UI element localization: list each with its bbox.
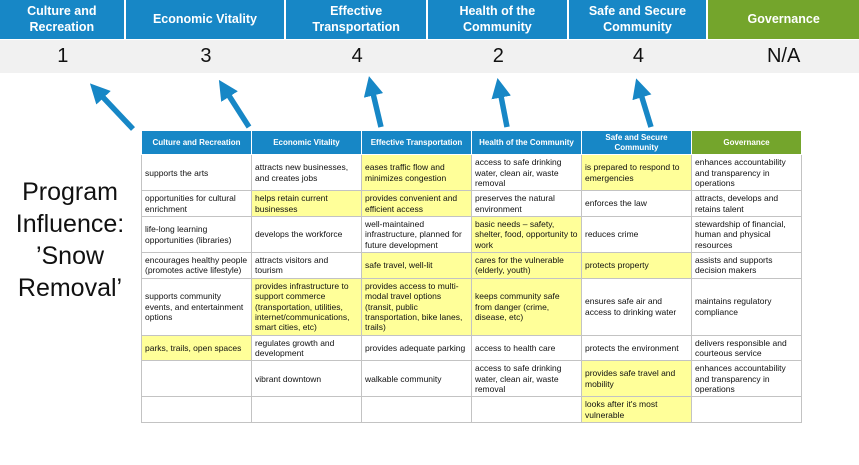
- matrix-header-safe-and-secure-community: Safe and Secure Community: [581, 129, 692, 156]
- matrix-cell: delivers responsible and courteous servi…: [691, 334, 802, 362]
- matrix-cell: supports the arts: [141, 154, 252, 192]
- up-arrow-icon: [218, 79, 252, 129]
- matrix-cell-highlighted: protects property: [581, 252, 692, 279]
- matrix-cell: access to safe drinking water, clean air…: [471, 360, 582, 398]
- table-row: supports community events, and entertain…: [141, 277, 802, 336]
- influence-arrows-layer: [89, 76, 654, 131]
- matrix-cell: assists and supports decision makers: [691, 252, 802, 279]
- up-arrow-icon: [632, 78, 654, 128]
- matrix-cell-highlighted: provides access to multi-modal travel op…: [361, 277, 472, 336]
- matrix-cell: develops the workforce: [251, 215, 362, 254]
- table-row: encourages healthy people (promotes acti…: [141, 252, 802, 279]
- score-health-of-the-community: 2: [492, 45, 504, 67]
- matrix-cell: preserves the natural environment: [471, 190, 582, 217]
- matrix-header-economic-vitality: Economic Vitality: [251, 129, 362, 156]
- matrix-cell: provides adequate parking: [361, 334, 472, 362]
- matrix-header-effective-transportation: Effective Transportation: [361, 129, 472, 156]
- table-row: parks, trails, open spaces regulates grow…: [141, 334, 802, 362]
- matrix-cell: maintains regulatory compliance: [691, 277, 802, 336]
- matrix-cell: [141, 360, 252, 398]
- matrix-cell-highlighted: provides convenient and efficient access: [361, 190, 472, 217]
- priority-header-health-of-the-community: Health of the Community: [427, 0, 569, 39]
- matrix-cell-highlighted: keeps community safe from danger (crime,…: [471, 277, 582, 336]
- table-row: vibrant downtown walkable community access…: [141, 360, 802, 398]
- matrix-cell-highlighted: looks after it's most vulnerable: [581, 396, 692, 424]
- matrix-body: supports the arts attracts new businesses…: [141, 154, 802, 424]
- matrix-cell: attracts, develops and retains talent: [691, 190, 802, 217]
- matrix-cell-highlighted: basic needs – safety, shelter, food, opp…: [471, 215, 582, 254]
- priority-header-culture-and-recreation: Culture and Recreation: [0, 0, 126, 39]
- influence-table: Culture and Recreation Economic Vitality E…: [141, 129, 802, 424]
- priority-header-economic-vitality: Economic Vitality: [125, 0, 287, 39]
- matrix-header-row: Culture and Recreation Economic Vitality E…: [141, 129, 802, 156]
- matrix-cell: supports community events, and entertain…: [141, 277, 252, 336]
- matrix-cell: [251, 396, 362, 424]
- matrix-cell: protects the environment: [581, 334, 692, 362]
- score-governance: N/A: [766, 45, 801, 67]
- table-row: supports the arts attracts new businesses…: [141, 154, 802, 192]
- priority-header-row: Culture and Recreation Economic Vitality…: [0, 0, 859, 39]
- matrix-cell: enforces the law: [581, 190, 692, 217]
- matrix-cell-highlighted: provides infrastructure to support comme…: [251, 277, 362, 336]
- program-title: Program Influence: ’Snow Removal’: [15, 178, 125, 302]
- matrix-header-culture-and-recreation: Culture and Recreation: [141, 129, 252, 156]
- matrix-cell: life-long learning opportunities (librar…: [141, 215, 252, 254]
- matrix-cell: walkable community: [361, 360, 472, 398]
- matrix-cell: [361, 396, 472, 424]
- score-row: 1 3 4 2 4 N/A: [0, 40, 859, 73]
- matrix-cell-highlighted: parks, trails, open spaces: [141, 334, 252, 362]
- matrix-cell: [691, 396, 802, 424]
- matrix-cell-highlighted: safe travel, well-lit: [361, 252, 472, 279]
- table-row: looks after it's most vulnerable: [141, 396, 802, 424]
- matrix-cell-highlighted: helps retain current businesses: [251, 190, 362, 217]
- matrix-cell: access to safe drinking water, clean air…: [471, 154, 582, 192]
- matrix-header-governance: Governance: [691, 129, 802, 156]
- matrix-head: Culture and Recreation Economic Vitality E…: [141, 129, 802, 156]
- matrix-cell: encourages healthy people (promotes acti…: [141, 252, 252, 279]
- priority-header-governance: Governance: [708, 0, 859, 39]
- matrix-cell: opportunities for cultural enrichment: [141, 190, 252, 217]
- priority-header-safe-and-secure-community: Safe and Secure Community: [568, 0, 709, 39]
- matrix-cell: regulates growth and development: [251, 334, 362, 362]
- matrix-cell: enhances accountability and transparency…: [691, 360, 802, 398]
- up-arrow-icon: [491, 78, 511, 128]
- score-economic-vitality: 3: [200, 45, 212, 67]
- matrix-header-health-of-the-community: Health of the Community: [471, 129, 582, 156]
- matrix-cell-highlighted: cares for the vulnerable (elderly, youth…: [471, 252, 582, 279]
- matrix-cell: stewardship of financial, human and phys…: [691, 215, 802, 254]
- matrix-cell: access to health care: [471, 334, 582, 362]
- table-row: life-long learning opportunities (librar…: [141, 215, 802, 254]
- score-effective-transportation: 4: [351, 45, 363, 67]
- matrix-cell: attracts new businesses, and creates job…: [251, 154, 362, 192]
- matrix-cell: [471, 396, 582, 424]
- matrix-cell: ensures safe air and access to drinking …: [581, 277, 692, 336]
- matrix-cell: reduces crime: [581, 215, 692, 254]
- matrix-cell-highlighted: provides safe travel and mobility: [581, 360, 692, 398]
- score-safe-and-secure-community: 4: [632, 45, 645, 67]
- matrix-cell: [141, 396, 252, 424]
- matrix-cell: vibrant downtown: [251, 360, 362, 398]
- matrix-cell-highlighted: eases traffic flow and minimizes congest…: [361, 154, 472, 192]
- matrix-cell: attracts visitors and tourism: [251, 252, 362, 279]
- matrix-cell: well-maintained infrastructure, planned …: [361, 215, 472, 254]
- table-row: opportunities for cultural enrichment hel…: [141, 190, 802, 217]
- priority-header-effective-transportation: Effective Transportation: [286, 0, 428, 39]
- matrix-cell-highlighted: is prepared to respond to emergencies: [581, 154, 692, 192]
- up-arrow-icon: [89, 83, 135, 131]
- matrix-cell: enhances accountability and transparency…: [691, 154, 802, 192]
- score-culture-and-recreation: 1: [57, 45, 69, 67]
- up-arrow-icon: [363, 76, 384, 128]
